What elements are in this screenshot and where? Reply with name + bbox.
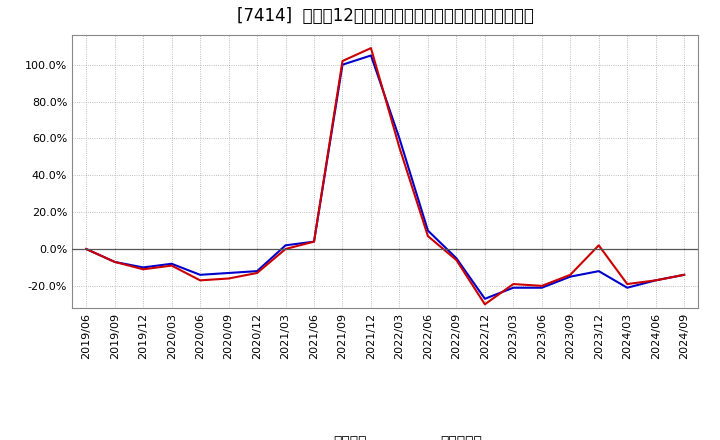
- 経常利益: [167, 261, 176, 266]
- 経常利益: [196, 272, 204, 278]
- Line: 経常利益: 経常利益: [86, 55, 684, 299]
- 当期紗利益: [366, 45, 375, 51]
- Title: [7414]  利益の12か月移動合計の対前年同期増減率の推移: [7414] 利益の12か月移動合計の対前年同期増減率の推移: [237, 7, 534, 26]
- 経常利益: [338, 62, 347, 67]
- 当期紗利益: [395, 145, 404, 150]
- 経常利益: [282, 243, 290, 248]
- 経常利益: [395, 136, 404, 141]
- 経常利益: [537, 285, 546, 290]
- 当期紗利益: [82, 246, 91, 252]
- 当期紗利益: [225, 276, 233, 281]
- 経常利益: [110, 259, 119, 264]
- 当期紗利益: [623, 282, 631, 287]
- 経常利益: [652, 278, 660, 283]
- 当期紗利益: [566, 272, 575, 278]
- 経常利益: [225, 270, 233, 275]
- 当期紗利益: [509, 282, 518, 287]
- 当期紗利益: [537, 283, 546, 289]
- 経常利益: [423, 228, 432, 233]
- 経常利益: [253, 268, 261, 274]
- 当期紗利益: [139, 267, 148, 272]
- 当期紗利益: [595, 243, 603, 248]
- 経常利益: [566, 274, 575, 279]
- 当期紗利益: [253, 270, 261, 275]
- 経常利益: [480, 296, 489, 301]
- 当期紗利益: [452, 257, 461, 263]
- 経常利益: [310, 239, 318, 244]
- 当期紗利益: [310, 239, 318, 244]
- 経常利益: [139, 265, 148, 270]
- 当期紗利益: [196, 278, 204, 283]
- 経常利益: [595, 268, 603, 274]
- 経常利益: [680, 272, 688, 278]
- 経常利益: [509, 285, 518, 290]
- 当期紗利益: [167, 263, 176, 268]
- 経常利益: [82, 246, 91, 252]
- 当期紗利益: [282, 246, 290, 252]
- 当期紗利益: [652, 278, 660, 283]
- Legend: 経常利益, 当期紗利益: 経常利益, 当期紗利益: [282, 429, 488, 440]
- 経常利益: [623, 285, 631, 290]
- 当期紗利益: [480, 302, 489, 307]
- Line: 当期紗利益: 当期紗利益: [86, 48, 684, 304]
- 当期紗利益: [423, 234, 432, 239]
- 経常利益: [366, 53, 375, 58]
- 当期紗利益: [680, 272, 688, 278]
- 経常利益: [452, 256, 461, 261]
- 当期紗利益: [110, 259, 119, 264]
- 当期紗利益: [338, 59, 347, 64]
